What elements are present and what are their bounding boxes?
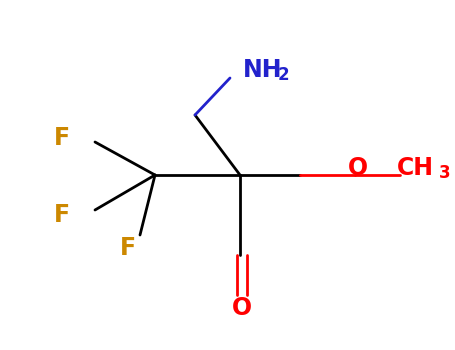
Text: 2: 2 (278, 66, 290, 84)
Text: O: O (232, 296, 252, 320)
Text: F: F (54, 126, 70, 150)
Text: F: F (54, 203, 70, 227)
Text: NH: NH (243, 58, 283, 82)
Text: F: F (120, 236, 136, 260)
Text: CH: CH (396, 156, 434, 180)
Text: 3: 3 (439, 164, 451, 182)
Text: O: O (348, 156, 368, 180)
